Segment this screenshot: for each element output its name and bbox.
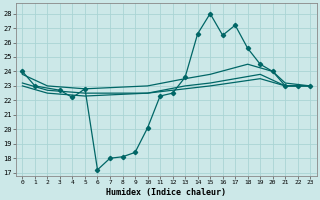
X-axis label: Humidex (Indice chaleur): Humidex (Indice chaleur) (106, 188, 226, 197)
